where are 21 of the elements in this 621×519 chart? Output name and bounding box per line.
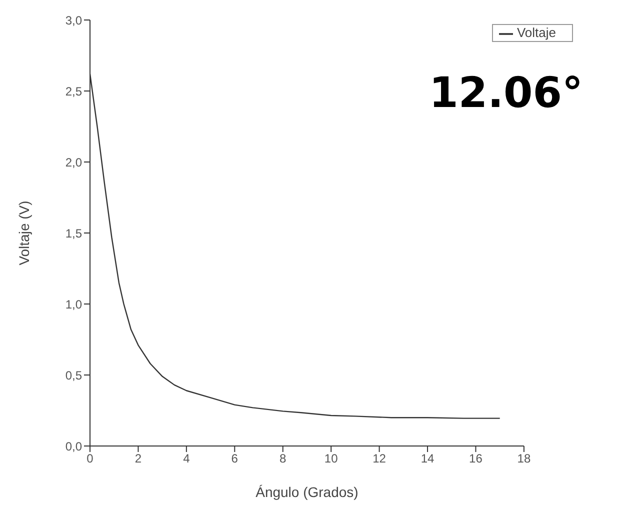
x-tick-label: 10: [324, 452, 338, 466]
y-tick-label: 3,0: [65, 13, 82, 28]
x-tick-label: 0: [86, 452, 94, 466]
x-tick-label: 16: [469, 452, 483, 466]
annotation: 12.06°: [429, 68, 583, 117]
x-tick-label: 8: [280, 452, 287, 466]
x-tick-label: 2: [134, 452, 142, 466]
x-axis-title: Ángulo (Grados): [256, 484, 358, 500]
y-tick-label: 1,0: [65, 297, 82, 312]
x-tick-label: 4: [183, 452, 190, 466]
x-tick-label: 12: [372, 452, 386, 466]
y-axis-title: Voltaje (V): [16, 200, 32, 266]
y-tick-label: 0,0: [65, 439, 82, 454]
y-tick-label: 2,0: [65, 155, 82, 170]
y-tick-label: 2,5: [65, 84, 82, 98]
y-tick-label: 1,5: [65, 226, 82, 240]
y-tick-label: 0,5: [65, 368, 82, 382]
x-tick-label: 18: [517, 452, 531, 466]
x-tick-label: 6: [231, 452, 238, 466]
x-tick-label: 14: [420, 452, 435, 466]
legend-label: Voltaje: [516, 25, 556, 40]
